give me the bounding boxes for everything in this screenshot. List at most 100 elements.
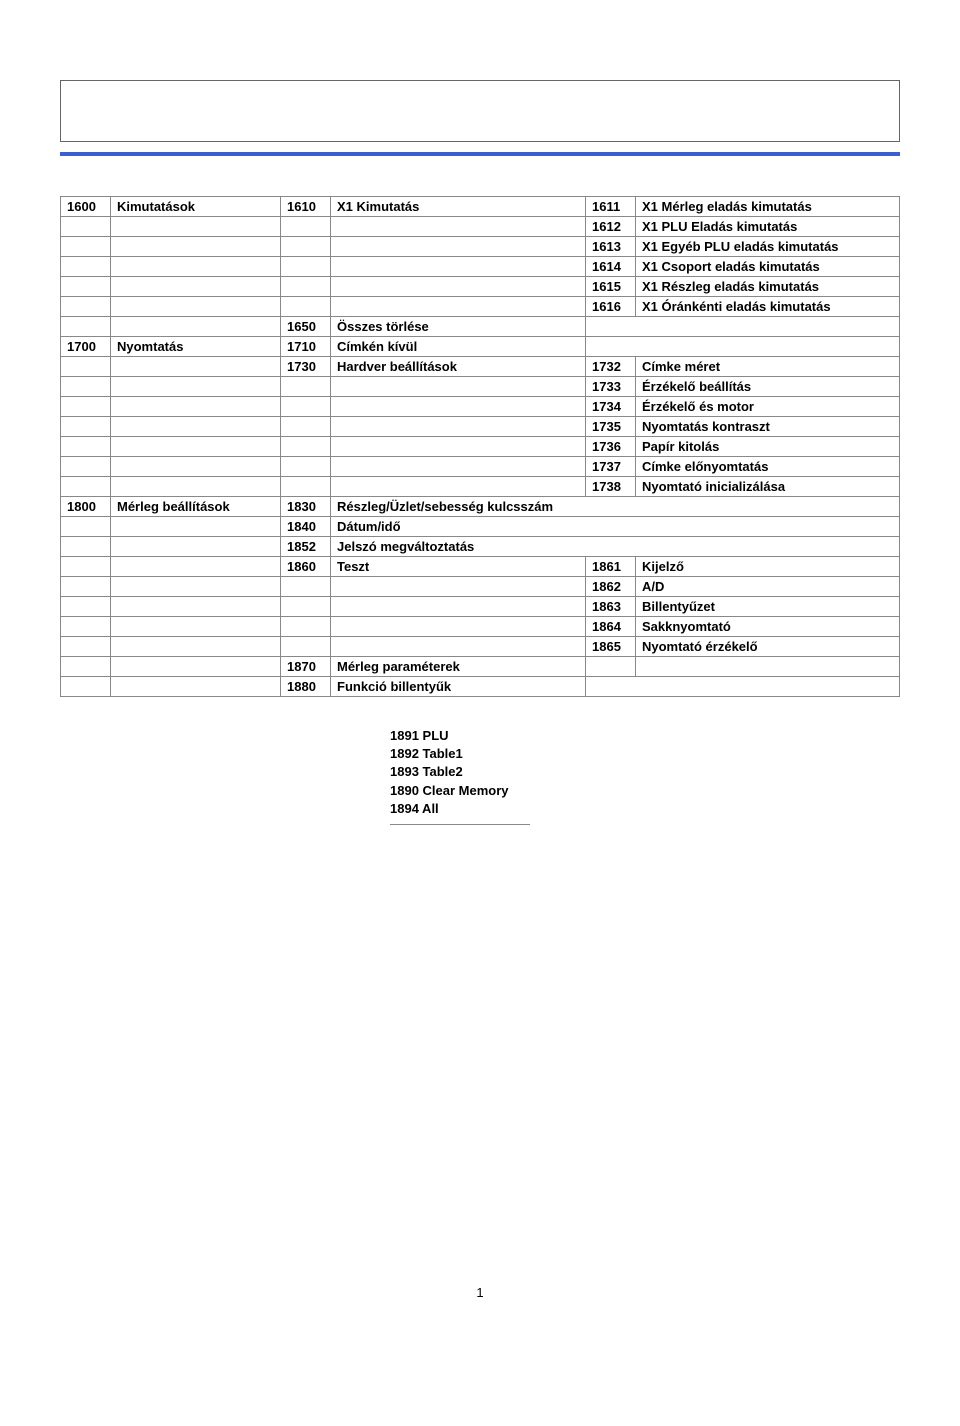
table-row: 1738Nyomtató inicializálása (61, 477, 900, 497)
cell (111, 557, 281, 577)
cell: X1 Egyéb PLU eladás kimutatás (636, 237, 900, 257)
cell (281, 397, 331, 417)
cell: 1864 (586, 617, 636, 637)
cell (61, 257, 111, 277)
table-row: 1863Billentyűzet (61, 597, 900, 617)
below-line (390, 824, 530, 825)
cell (281, 597, 331, 617)
table-row: 1600Kimutatások1610X1 Kimutatás1611X1 Mé… (61, 197, 900, 217)
cell: 1650 (281, 317, 331, 337)
cell (61, 457, 111, 477)
table-row: 1870Mérleg paraméterek (61, 657, 900, 677)
cell (281, 637, 331, 657)
table-row: 1735Nyomtatás kontraszt (61, 417, 900, 437)
blue-bar (60, 152, 900, 156)
cell (61, 357, 111, 377)
table-row: 1880Funkció billentyűk (61, 677, 900, 697)
cell (61, 637, 111, 657)
cell: 1870 (281, 657, 331, 677)
cell: Nyomtatás (111, 337, 281, 357)
cell (331, 217, 586, 237)
cell (111, 417, 281, 437)
cell (61, 577, 111, 597)
cell (331, 397, 586, 417)
cell (61, 557, 111, 577)
cell (111, 537, 281, 557)
cell: 1800 (61, 497, 111, 517)
table-row: 1700Nyomtatás1710Címkén kívül (61, 337, 900, 357)
cell (331, 237, 586, 257)
cell (586, 677, 900, 697)
cell (61, 277, 111, 297)
cell (281, 257, 331, 277)
cell: 1730 (281, 357, 331, 377)
cell (331, 637, 586, 657)
cell (331, 577, 586, 597)
table-row: 1615X1 Részleg eladás kimutatás (61, 277, 900, 297)
cell: 1611 (586, 197, 636, 217)
cell (111, 217, 281, 237)
cell: Nyomtató érzékelő (636, 637, 900, 657)
below-line-item: 1892 Table1 (390, 745, 900, 763)
cell: Nyomtató inicializálása (636, 477, 900, 497)
cell: 1852 (281, 537, 331, 557)
cell: 1840 (281, 517, 331, 537)
cell: Billentyűzet (636, 597, 900, 617)
cell (281, 457, 331, 477)
cell: X1 Mérleg eladás kimutatás (636, 197, 900, 217)
cell (61, 537, 111, 557)
cell (61, 237, 111, 257)
table-row: 1865Nyomtató érzékelő (61, 637, 900, 657)
cell: X1 Kimutatás (331, 197, 586, 217)
cell: Részleg/Üzlet/sebesség kulcsszám (331, 497, 900, 517)
cell: 1738 (586, 477, 636, 497)
cell: 1880 (281, 677, 331, 697)
cell: 1600 (61, 197, 111, 217)
cell (281, 237, 331, 257)
table-row: 1730Hardver beállítások1732Címke méret (61, 357, 900, 377)
cell (331, 457, 586, 477)
cell: Dátum/idő (331, 517, 900, 537)
cell (331, 477, 586, 497)
cell: Sakknyomtató (636, 617, 900, 637)
table-row: 1862A/D (61, 577, 900, 597)
cell (61, 437, 111, 457)
cell (61, 517, 111, 537)
cell (331, 417, 586, 437)
cell: 1735 (586, 417, 636, 437)
table-row: 1614X1 Csoport eladás kimutatás (61, 257, 900, 277)
cell: 1614 (586, 257, 636, 277)
cell: 1865 (586, 637, 636, 657)
cell: 1830 (281, 497, 331, 517)
cell (111, 297, 281, 317)
cell (281, 617, 331, 637)
cell: 1732 (586, 357, 636, 377)
cell: 1862 (586, 577, 636, 597)
cell (111, 577, 281, 597)
cell (111, 277, 281, 297)
cell: X1 Csoport eladás kimutatás (636, 257, 900, 277)
header-box (60, 80, 900, 142)
cell (111, 257, 281, 277)
below-line-item: 1893 Table2 (390, 763, 900, 781)
cell (331, 257, 586, 277)
cell: Címke méret (636, 357, 900, 377)
cell (61, 297, 111, 317)
cell (111, 517, 281, 537)
cell: Címkén kívül (331, 337, 586, 357)
cell (281, 437, 331, 457)
cell (281, 377, 331, 397)
cell: 1610 (281, 197, 331, 217)
cell (586, 657, 636, 677)
cell: 1733 (586, 377, 636, 397)
cell (111, 677, 281, 697)
cell (111, 437, 281, 457)
cell: Jelszó megváltoztatás (331, 537, 900, 557)
cell (61, 657, 111, 677)
cell (111, 657, 281, 677)
cell (111, 597, 281, 617)
cell (281, 477, 331, 497)
cell (61, 477, 111, 497)
cell (331, 597, 586, 617)
cell: Kijelző (636, 557, 900, 577)
